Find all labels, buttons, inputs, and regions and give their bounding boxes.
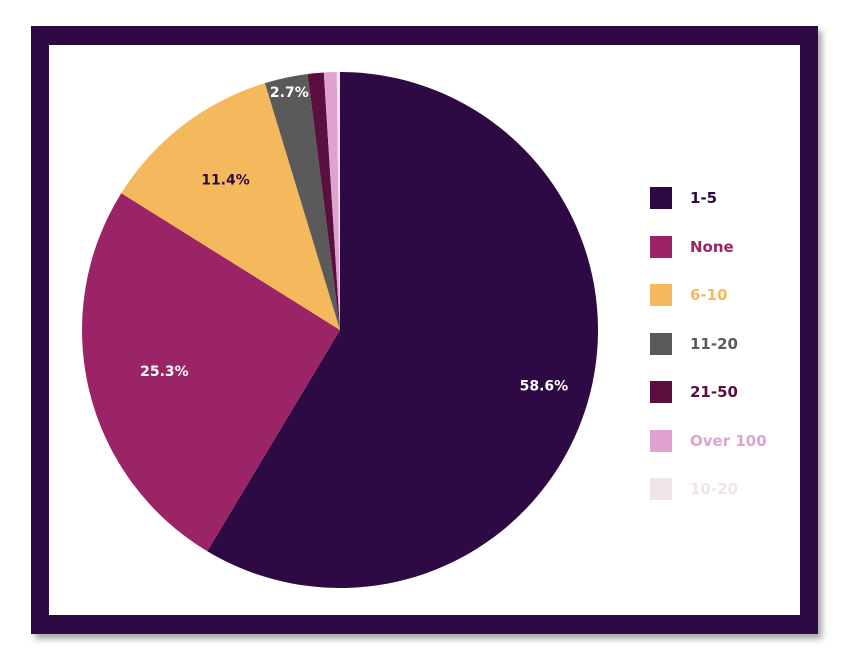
pie-slice-21-50: [307, 72, 340, 331]
legend-label: 6-10: [690, 286, 728, 305]
legend-item: 1-5: [650, 174, 767, 223]
legend-item: 6-10: [650, 271, 767, 320]
slice-data-label: 25.3%: [140, 364, 189, 380]
legend-label: 1-5: [690, 189, 718, 208]
chart-legend: 1-5 None 6-10 11-20 21-50 Over 100 10-20: [650, 174, 767, 514]
pie-slice-10-20: [336, 72, 340, 330]
pie-slice-none: [82, 193, 341, 552]
legend-swatch: [650, 235, 672, 258]
legend-swatch: [650, 381, 672, 404]
legend-label: 11-20: [690, 334, 738, 353]
pie-slice-over-100: [323, 72, 340, 330]
pie-slice-1-5: [207, 72, 598, 588]
legend-swatch: [650, 332, 672, 355]
pie-slice-11-20: [264, 74, 340, 330]
legend-item: 11-20: [650, 320, 767, 369]
slice-data-label: 58.6%: [520, 378, 569, 394]
slice-data-label: 2.7%: [270, 85, 309, 101]
legend-item: Over 100: [650, 417, 767, 466]
legend-swatch: [650, 429, 672, 452]
legend-swatch: [650, 187, 672, 210]
legend-label: 10-20: [690, 480, 738, 499]
slice-data-label: 11.4%: [201, 172, 250, 188]
pie-slice-6-10: [121, 83, 340, 330]
legend-item: None: [650, 223, 767, 272]
legend-swatch: [650, 478, 672, 501]
legend-label: None: [690, 237, 734, 256]
legend-swatch: [650, 284, 672, 307]
legend-label: 21-50: [690, 383, 738, 402]
legend-label: Over 100: [690, 431, 767, 450]
legend-item: 10-20: [650, 465, 767, 514]
legend-item: 21-50: [650, 368, 767, 417]
